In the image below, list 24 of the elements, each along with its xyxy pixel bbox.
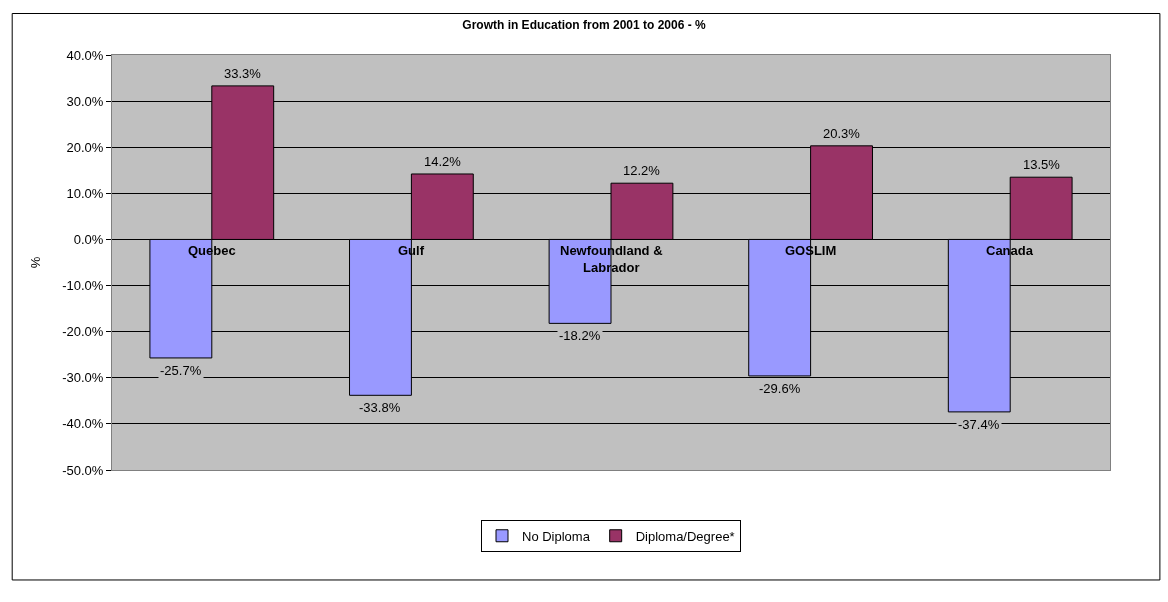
- data-label: 13.5%: [1023, 157, 1061, 172]
- y-tick-label: 30.0%: [66, 93, 104, 109]
- data-label: 12.2%: [623, 163, 661, 178]
- data-label: -25.7%: [160, 363, 202, 378]
- y-tick-label: -20.0%: [62, 324, 104, 340]
- y-tick-label: -30.0%: [62, 370, 104, 386]
- y-tick-label: 40.0%: [66, 47, 104, 63]
- y-tick-label: 0.0%: [73, 231, 104, 247]
- data-label: 33.3%: [224, 66, 262, 81]
- y-tick-label: -40.0%: [62, 416, 104, 432]
- data-label: 14.2%: [424, 154, 462, 169]
- y-tick-label: 10.0%: [66, 185, 104, 201]
- legend-label: No Diploma: [522, 528, 591, 544]
- y-axis-title: %: [28, 256, 44, 269]
- data-label: -33.8%: [359, 400, 401, 415]
- legend-label: Diploma/Degree*: [635, 528, 735, 544]
- data-label: -37.4%: [958, 417, 1000, 432]
- y-tick-label: 20.0%: [66, 139, 104, 155]
- y-tick-label: -50.0%: [62, 462, 104, 478]
- data-label: -18.2%: [559, 328, 601, 343]
- chart-title: Growth in Education from 2001 to 2006 - %: [462, 18, 707, 33]
- data-label: -29.6%: [759, 381, 801, 396]
- y-tick-label: -10.0%: [62, 278, 104, 294]
- data-label: 20.3%: [823, 126, 861, 141]
